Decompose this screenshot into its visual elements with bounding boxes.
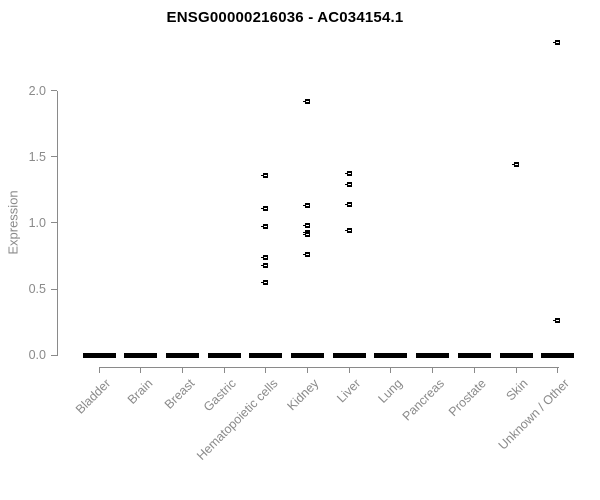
data-point (303, 203, 311, 209)
x-axis-tick (140, 367, 142, 373)
data-point (261, 172, 269, 178)
x-axis-tick (557, 367, 559, 373)
x-tick-label: Liver (334, 376, 364, 406)
zero-expression-bar (332, 352, 366, 358)
y-tick-label: 2.0 (28, 83, 46, 98)
x-axis-tick (432, 367, 434, 373)
zero-expression-bar (457, 352, 491, 358)
y-axis-tick (51, 354, 57, 356)
x-tick-label: Prostate (445, 376, 489, 420)
zero-expression-bar (541, 352, 575, 358)
x-tick-label: Kidney (284, 376, 322, 414)
zero-expression-bar (416, 352, 450, 358)
y-tick-label: 1.5 (28, 149, 46, 164)
x-axis-tick (348, 367, 350, 373)
zero-expression-bar (124, 352, 158, 358)
y-tick-label: 0.0 (28, 348, 46, 363)
data-point (344, 228, 352, 234)
data-point (261, 279, 269, 285)
x-axis-tick (182, 367, 184, 373)
y-axis-tick (51, 90, 57, 91)
data-point (303, 252, 311, 258)
x-axis-tick (307, 367, 309, 373)
x-axis-tick (265, 367, 267, 373)
data-point (303, 232, 311, 238)
data-point (303, 98, 311, 104)
x-tick-label: Bladder (73, 376, 114, 417)
x-tick-label: Pancreas (399, 376, 447, 424)
zero-expression-bar (499, 352, 533, 358)
x-tick-label: Skin (503, 376, 531, 404)
zero-expression-bar (82, 352, 116, 358)
data-point (511, 162, 519, 168)
chart-title: ENSG00000216036 - AC034154.1 (166, 9, 404, 26)
y-axis-tick (51, 288, 57, 290)
x-axis-tick (515, 367, 517, 373)
x-axis-tick (223, 367, 225, 373)
data-point (344, 201, 352, 207)
data-point (261, 224, 269, 230)
y-axis-line (57, 90, 58, 357)
data-point (344, 181, 352, 187)
data-point (303, 229, 311, 235)
zero-expression-bar (291, 352, 325, 358)
y-axis-tick (51, 222, 57, 224)
data-point (344, 171, 352, 177)
data-point (303, 222, 311, 228)
zero-expression-bar (166, 352, 200, 358)
x-tick-label: Brain (124, 376, 156, 407)
zero-expression-bar (249, 352, 283, 358)
x-tick-label: Lung (375, 376, 406, 406)
x-axis-tick (473, 367, 475, 373)
x-tick-label: Breast (161, 376, 197, 412)
y-axis-tick (51, 156, 57, 158)
data-point (261, 262, 269, 268)
x-tick-label: Gastric (200, 376, 239, 415)
data-point (261, 205, 269, 211)
x-axis-line (99, 367, 559, 368)
y-tick-label: 1.0 (28, 215, 46, 230)
zero-expression-bar (207, 352, 241, 358)
data-point (553, 318, 561, 324)
x-axis-tick (98, 367, 100, 373)
x-axis-tick (390, 367, 392, 373)
y-tick-label: 0.5 (28, 282, 46, 297)
x-tick-label: Hematopoietic cells (193, 376, 281, 463)
zero-expression-bar (374, 352, 408, 358)
data-point (553, 40, 561, 46)
data-point (261, 254, 269, 260)
